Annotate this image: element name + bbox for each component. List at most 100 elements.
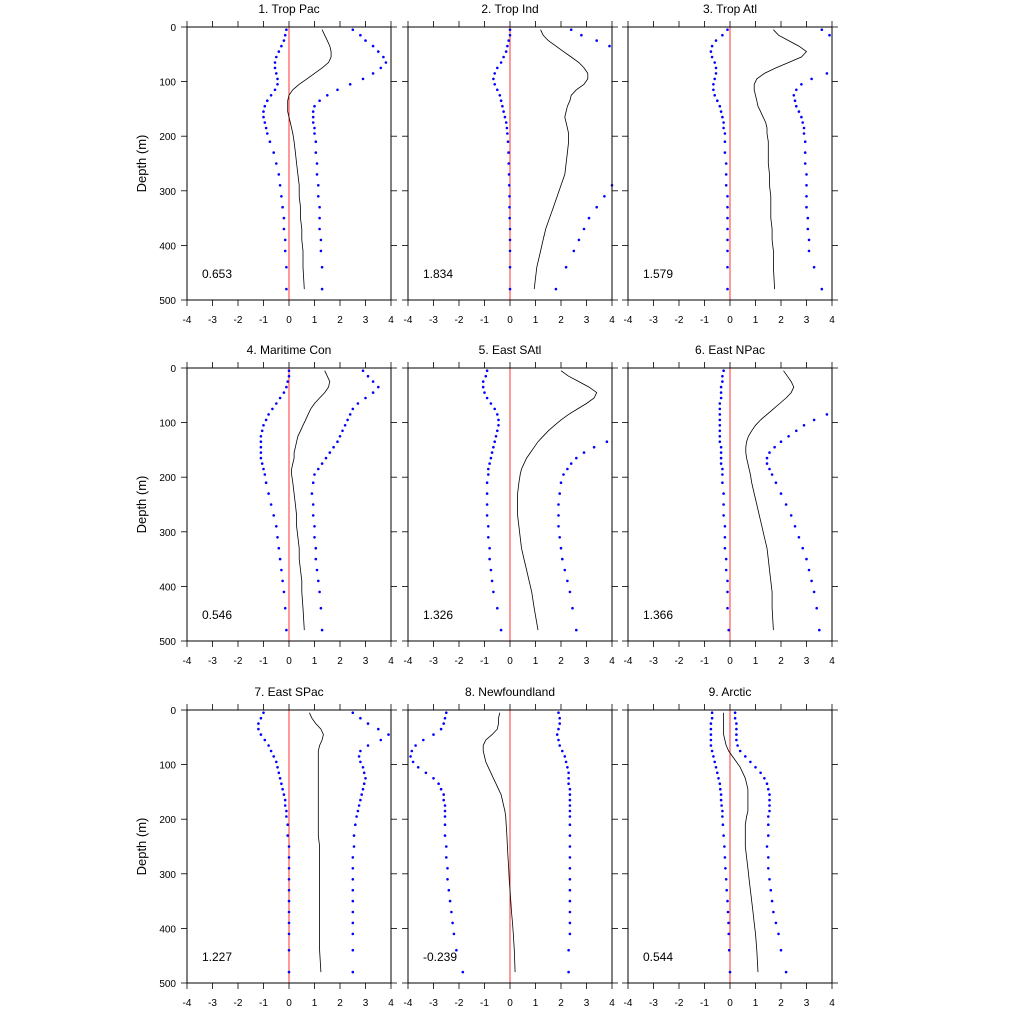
lower-bound-dot	[287, 867, 291, 870]
upper-bound-dot	[749, 760, 752, 764]
lower-bound-dot	[277, 50, 281, 53]
lower-bound-dot	[714, 72, 718, 75]
upper-bound-dot	[366, 374, 370, 378]
lower-bound-dot	[498, 94, 502, 97]
lower-bound-dot	[506, 140, 510, 143]
upper-bound-dot	[351, 932, 355, 936]
upper-bound-dot	[317, 195, 320, 198]
lower-bound-dot	[718, 402, 722, 405]
y-axis-label: Depth (m)	[134, 818, 149, 876]
lower-bound-dot	[724, 557, 728, 561]
lower-bound-dot	[508, 216, 512, 220]
lower-bound-dot	[721, 823, 725, 826]
lower-bound-dot	[287, 970, 291, 974]
lower-bound-dot	[273, 61, 277, 64]
upper-bound-dot	[351, 856, 355, 859]
x-tick-label: 4	[609, 315, 615, 326]
lower-bound-dot	[287, 856, 291, 859]
upper-bound-dot	[315, 173, 319, 176]
upper-bound-dot	[825, 72, 829, 75]
lower-bound-dot	[280, 44, 283, 48]
lower-bound-dot	[275, 162, 278, 165]
lower-bound-dot	[726, 227, 729, 231]
upper-bound-dot	[359, 749, 362, 753]
lower-bound-dot	[446, 867, 449, 870]
lower-bound-dot	[719, 462, 723, 465]
x-tick-label: 0	[286, 656, 292, 667]
lower-bound-dot	[724, 184, 728, 187]
x-tick-label: 0	[507, 315, 513, 326]
lower-bound-dot	[442, 722, 446, 725]
x-tick-label: 4	[609, 998, 615, 1009]
lower-bound-dot	[507, 173, 511, 176]
lower-bound-dot	[494, 435, 498, 438]
lower-bound-dot	[496, 429, 499, 433]
upper-bound-dot	[803, 151, 807, 154]
upper-bound-dot	[311, 481, 315, 485]
lower-bound-dot	[437, 782, 440, 785]
lower-bound-dot	[719, 385, 723, 389]
upper-bound-dot	[360, 793, 364, 796]
lower-bound-dot	[275, 402, 278, 405]
x-tick-label: -1	[259, 315, 268, 326]
upper-bound-dot	[317, 467, 320, 471]
upper-bound-dot	[769, 888, 773, 892]
upper-bound-dot	[318, 590, 321, 594]
lower-bound-dot	[722, 369, 725, 373]
lower-bound-dot	[287, 374, 291, 378]
x-tick-label: 0	[727, 656, 733, 667]
upper-bound-dot	[567, 771, 570, 775]
lower-bound-dot	[499, 628, 503, 632]
upper-bound-dot	[557, 514, 560, 517]
x-tick-label: 2	[778, 315, 784, 326]
lower-bound-dot	[461, 970, 465, 974]
x-tick-label: 4	[388, 998, 394, 1009]
lower-bound-dot	[283, 804, 287, 807]
lower-bound-dot	[287, 899, 291, 903]
upper-bound-dot	[569, 462, 573, 465]
upper-bound-dot	[802, 424, 806, 427]
lower-bound-dot	[278, 184, 282, 187]
x-tick-label: -3	[429, 656, 438, 667]
upper-bound-dot	[364, 777, 367, 780]
upper-bound-dot	[377, 385, 380, 389]
lower-bound-dot	[485, 514, 489, 517]
lower-bound-dot	[490, 451, 494, 454]
lower-bound-dot	[285, 385, 288, 389]
panel-statistic: 1.579	[643, 267, 673, 281]
lower-bound-dot	[497, 424, 500, 427]
upper-bound-dot	[371, 380, 375, 383]
upper-bound-dot	[359, 33, 362, 37]
lower-bound-dot	[282, 227, 286, 231]
lower-bound-dot	[493, 83, 497, 86]
panel-title: 1. Trop Pac	[258, 2, 319, 16]
lower-bound-dot	[721, 467, 724, 471]
lower-bound-dot	[277, 173, 281, 176]
upper-bound-dot	[795, 88, 798, 92]
x-tick-label: 2	[558, 656, 564, 667]
upper-bound-dot	[568, 867, 572, 870]
upper-bound-dot	[744, 755, 747, 758]
lower-bound-dot	[721, 380, 724, 383]
upper-bound-dot	[567, 970, 570, 974]
mean-profile-line	[287, 29, 332, 290]
upper-bound-dot	[313, 473, 316, 476]
upper-bound-dot	[387, 733, 390, 736]
x-tick-label: -2	[234, 315, 243, 326]
lower-bound-dot	[503, 115, 507, 119]
upper-bound-dot	[557, 738, 560, 742]
upper-bound-dot	[587, 216, 591, 220]
lower-bound-dot	[281, 579, 284, 583]
lower-bound-dot	[263, 121, 267, 124]
upper-bound-dot	[377, 727, 380, 731]
lower-bound-dot	[721, 473, 724, 476]
upper-bound-dot	[566, 467, 569, 471]
upper-bound-dot	[797, 536, 801, 539]
upper-bound-dot	[351, 921, 355, 925]
upper-bound-dot	[777, 932, 780, 936]
upper-bound-dot	[362, 771, 366, 775]
y-tick-label: 100	[159, 419, 176, 430]
upper-bound-dot	[558, 744, 561, 747]
lower-bound-dot	[488, 462, 491, 465]
panel-statistic: 1.227	[202, 950, 232, 964]
